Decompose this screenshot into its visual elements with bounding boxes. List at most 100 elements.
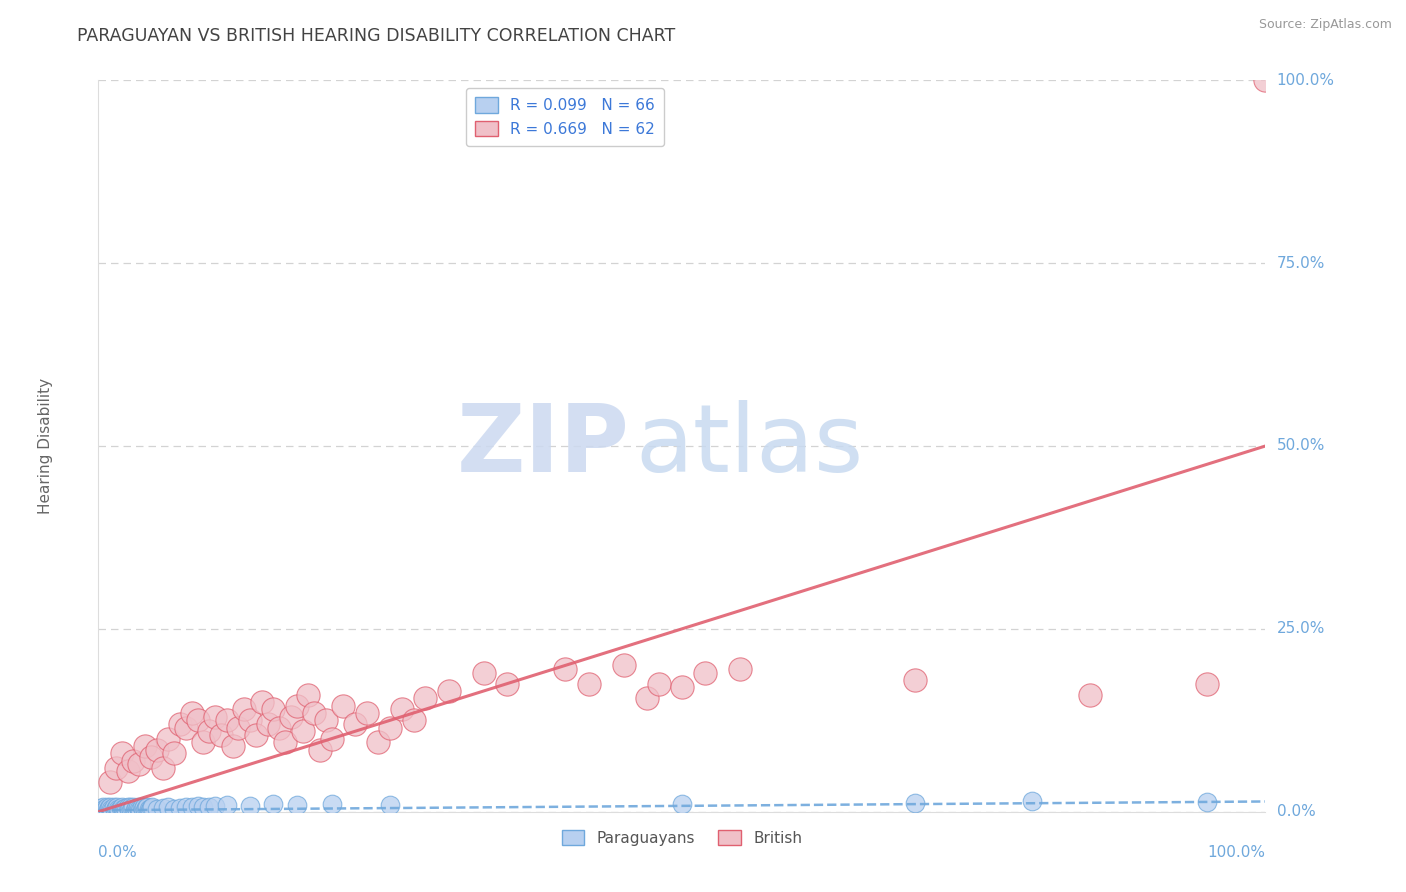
Text: 100.0%: 100.0% xyxy=(1277,73,1334,87)
Point xyxy=(139,749,162,764)
Point xyxy=(215,798,238,813)
Text: Hearing Disability: Hearing Disability xyxy=(38,378,53,514)
Point xyxy=(174,721,197,735)
Point xyxy=(297,688,319,702)
Point xyxy=(157,800,180,814)
Point xyxy=(245,728,267,742)
Point xyxy=(285,698,308,713)
Point xyxy=(118,802,141,816)
Point xyxy=(163,746,186,760)
Point xyxy=(187,798,209,813)
Point xyxy=(108,803,131,817)
Point xyxy=(111,799,134,814)
Point xyxy=(269,721,291,735)
Point xyxy=(730,662,752,676)
Point xyxy=(402,714,425,728)
Point xyxy=(132,800,155,814)
Point xyxy=(118,799,141,814)
Point xyxy=(129,803,152,817)
Point xyxy=(128,757,150,772)
Point xyxy=(228,721,250,735)
Point xyxy=(180,706,202,720)
Point xyxy=(115,803,138,817)
Point xyxy=(135,801,157,815)
Point xyxy=(304,706,326,720)
Point xyxy=(139,803,162,817)
Point xyxy=(139,801,162,815)
Point xyxy=(96,799,118,814)
Point xyxy=(169,717,191,731)
Text: PARAGUAYAN VS BRITISH HEARING DISABILITY CORRELATION CHART: PARAGUAYAN VS BRITISH HEARING DISABILITY… xyxy=(77,27,675,45)
Point xyxy=(239,714,262,728)
Legend: Paraguayans, British: Paraguayans, British xyxy=(555,823,808,852)
Point xyxy=(671,681,693,695)
Point xyxy=(117,764,139,779)
Point xyxy=(90,801,112,815)
Point xyxy=(152,761,174,775)
Point xyxy=(128,802,150,816)
Point xyxy=(239,798,262,813)
Point xyxy=(613,658,636,673)
Point xyxy=(90,803,112,817)
Point xyxy=(321,797,343,811)
Point xyxy=(367,735,389,749)
Point xyxy=(136,799,159,814)
Point xyxy=(250,695,273,709)
Text: Source: ZipAtlas.com: Source: ZipAtlas.com xyxy=(1258,18,1392,31)
Text: 75.0%: 75.0% xyxy=(1277,256,1324,270)
Point xyxy=(120,803,142,817)
Point xyxy=(1021,795,1043,809)
Point xyxy=(104,803,127,817)
Point xyxy=(103,799,125,814)
Point xyxy=(1080,688,1102,702)
Point xyxy=(695,665,717,680)
Point xyxy=(180,800,202,814)
Point xyxy=(100,802,122,816)
Point xyxy=(146,742,169,756)
Text: 25.0%: 25.0% xyxy=(1277,622,1324,636)
Point xyxy=(1195,676,1218,690)
Point xyxy=(315,714,337,728)
Point xyxy=(221,739,243,753)
Point xyxy=(127,800,149,814)
Point xyxy=(122,754,145,768)
Point xyxy=(111,802,134,816)
Point xyxy=(138,802,160,816)
Point xyxy=(131,799,153,814)
Point xyxy=(157,731,180,746)
Point xyxy=(141,800,163,814)
Point xyxy=(285,798,308,813)
Point xyxy=(132,802,155,816)
Point xyxy=(274,735,297,749)
Point xyxy=(380,721,402,735)
Point xyxy=(169,801,191,815)
Point xyxy=(204,798,226,813)
Point xyxy=(904,796,927,810)
Text: 0.0%: 0.0% xyxy=(98,845,138,860)
Point xyxy=(321,731,343,746)
Point xyxy=(1195,795,1218,809)
Point xyxy=(198,799,221,814)
Point xyxy=(104,761,127,775)
Point xyxy=(163,802,186,816)
Point xyxy=(496,676,519,690)
Point xyxy=(187,714,209,728)
Point xyxy=(91,800,114,814)
Point xyxy=(112,803,135,817)
Point xyxy=(209,728,232,742)
Point xyxy=(101,803,124,817)
Point xyxy=(114,801,136,815)
Point xyxy=(152,801,174,815)
Point xyxy=(233,702,256,716)
Point xyxy=(98,800,121,814)
Point xyxy=(647,676,669,690)
Point xyxy=(107,802,129,816)
Point xyxy=(413,691,436,706)
Point xyxy=(125,803,148,817)
Point xyxy=(134,803,156,817)
Point xyxy=(111,746,134,760)
Point xyxy=(344,717,367,731)
Point xyxy=(105,800,128,814)
Point xyxy=(121,801,143,815)
Point xyxy=(671,797,693,812)
